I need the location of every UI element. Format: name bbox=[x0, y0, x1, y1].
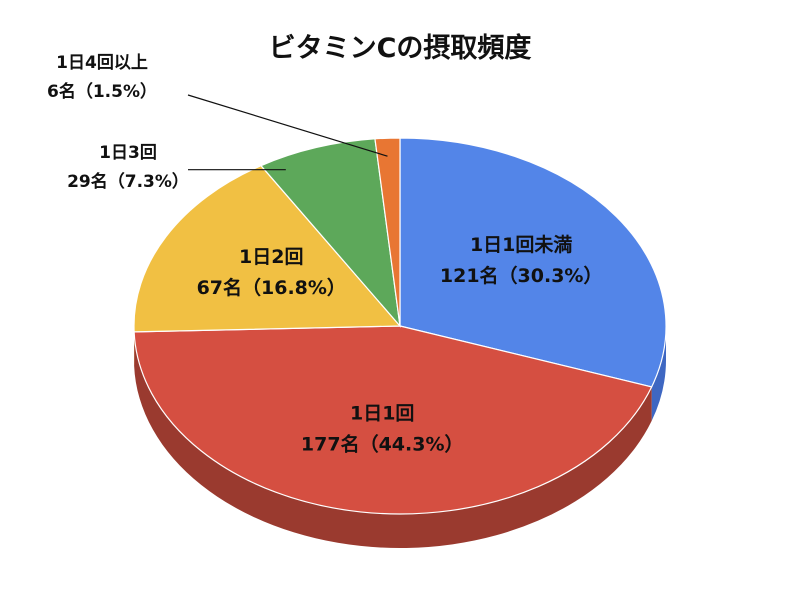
slice-category-lt1: 1日1回未満 bbox=[470, 233, 572, 256]
slice-label-twice: 1日2回 67名（16.8%） bbox=[197, 246, 346, 299]
slice-value-twice: 67名（16.8%） bbox=[197, 276, 346, 299]
pie-slice-once bbox=[133, 325, 653, 515]
pie-slice-twice bbox=[133, 164, 402, 333]
pie-side-lt1 bbox=[651, 326, 666, 421]
pie-slice-thrice bbox=[260, 138, 401, 328]
pie-slice-lt1 bbox=[399, 137, 667, 388]
slice-label-lt1: 1日1回未満 121名（30.3%） bbox=[440, 233, 603, 287]
slice-value-thrice: 29名（7.3%） bbox=[67, 171, 189, 192]
slice-value-four-plus: 6名（1.5%） bbox=[47, 81, 157, 102]
leader-lines bbox=[187, 94, 388, 171]
pie-slice-four-plus bbox=[374, 137, 401, 327]
pie-side-once bbox=[134, 331, 652, 549]
slice-category-once: 1日1回 bbox=[350, 403, 414, 425]
chart-title: ビタミンCの摂取頻度 bbox=[268, 33, 532, 64]
slice-value-once: 177名（44.3%） bbox=[301, 433, 464, 456]
slice-labels: 1日1回未満 121名（30.3%） 1日1回 177名（44.3%） 1日2回 67名（… bbox=[47, 53, 602, 456]
slice-value-lt1: 121名（30.3%） bbox=[440, 264, 603, 287]
slice-category-twice: 1日2回 bbox=[239, 246, 303, 268]
leader-line-four-plus bbox=[187, 94, 388, 157]
slice-label-once: 1日1回 177名（44.3%） bbox=[301, 403, 464, 456]
slice-category-thrice: 1日3回 bbox=[99, 143, 157, 163]
slice-category-four-plus: 1日4回以上 bbox=[56, 53, 148, 73]
slice-label-thrice: 1日3回 29名（7.3%） bbox=[67, 143, 189, 192]
slice-label-four-plus: 1日4回以上 6名（1.5%） bbox=[47, 53, 157, 102]
pie-slices bbox=[133, 137, 667, 515]
